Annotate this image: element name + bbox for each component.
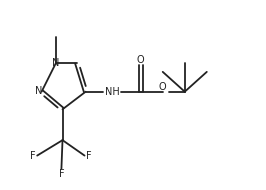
Text: NH: NH [105, 87, 119, 97]
Text: N: N [52, 58, 59, 68]
Text: O: O [159, 82, 167, 92]
Text: N: N [35, 86, 42, 96]
Text: O: O [137, 55, 144, 65]
Text: F: F [30, 150, 36, 161]
Text: F: F [86, 150, 91, 161]
Text: F: F [59, 169, 64, 179]
